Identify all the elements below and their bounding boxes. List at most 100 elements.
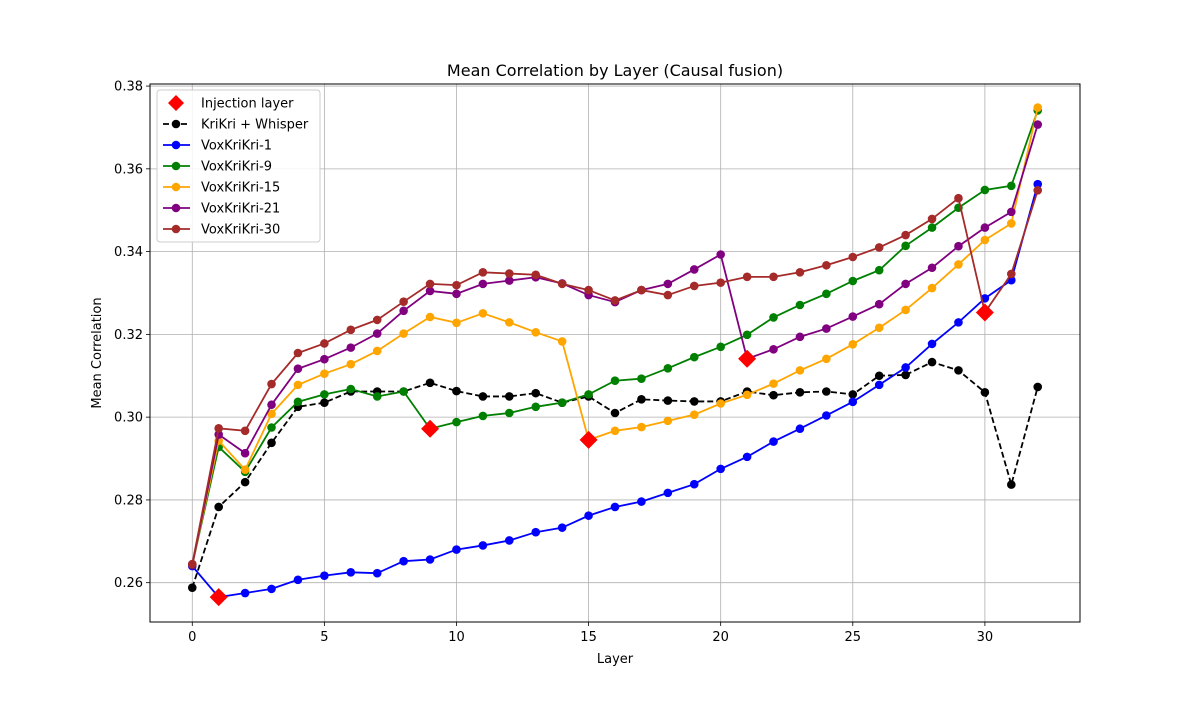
data-point-voxkrikri-1 <box>584 511 593 520</box>
data-point-voxkrikri-1 <box>742 452 752 462</box>
injection-markers <box>209 303 994 607</box>
data-point-voxkrikri-30 <box>505 269 514 278</box>
data-point-voxkrikri-30 <box>610 296 620 305</box>
data-point-voxkrikri-15 <box>610 426 620 436</box>
data-point-voxkrikri-1 <box>848 397 858 407</box>
data-point-voxkrikri-15 <box>1007 219 1016 228</box>
legend-label-injection-layer: Injection layer <box>201 97 294 112</box>
legend-marker-voxkrikri-30 <box>171 224 181 234</box>
data-point-voxkrikri-21 <box>874 299 884 309</box>
x-tick-label: 25 <box>845 630 862 645</box>
x-tick-label: 30 <box>977 630 994 645</box>
data-point-krikri-whisper <box>240 477 250 487</box>
data-point-voxkrikri-21 <box>769 344 778 354</box>
data-point-voxkrikri-1 <box>425 555 435 564</box>
data-point-voxkrikri-1 <box>346 568 356 577</box>
data-point-voxkrikri-9 <box>610 376 620 386</box>
data-point-voxkrikri-15 <box>505 318 514 327</box>
data-point-voxkrikri-15 <box>716 399 725 408</box>
data-point-voxkrikri-21 <box>848 312 858 321</box>
x-axis-label: Layer <box>597 652 634 667</box>
data-point-voxkrikri-21 <box>452 289 461 299</box>
data-point-voxkrikri-9 <box>293 397 303 407</box>
data-point-voxkrikri-9 <box>531 402 541 412</box>
injection-marker <box>975 303 994 322</box>
data-point-voxkrikri-15 <box>663 416 673 426</box>
data-point-voxkrikri-30 <box>478 268 488 277</box>
data-point-voxkrikri-30 <box>452 280 461 290</box>
legend-label-krikri-whisper: KriKri + Whisper <box>201 118 309 133</box>
plot-frame <box>149 83 1081 623</box>
data-point-voxkrikri-15 <box>927 283 937 293</box>
x-tick-label: 10 <box>448 630 465 645</box>
legend-label-voxkrikri-1: VoxKriKri-1 <box>201 139 272 154</box>
data-point-krikri-whisper <box>874 371 884 381</box>
data-point-voxkrikri-30 <box>848 252 858 262</box>
legend-label-voxkrikri-9: VoxKriKri-9 <box>201 160 272 175</box>
data-point-voxkrikri-15 <box>689 410 699 419</box>
data-point-voxkrikri-15 <box>293 380 303 390</box>
data-point-voxkrikri-15 <box>769 379 778 388</box>
data-point-voxkrikri-9 <box>1007 181 1016 191</box>
data-point-voxkrikri-9 <box>557 398 567 407</box>
data-point-krikri-whisper <box>267 438 276 448</box>
legend-marker-injection-layer <box>168 95 184 111</box>
legend-marker-voxkrikri-21 <box>171 203 181 213</box>
data-point-voxkrikri-15 <box>452 318 461 328</box>
data-point-voxkrikri-21 <box>478 279 488 289</box>
legend-box <box>156 89 321 243</box>
data-point-voxkrikri-9 <box>689 352 699 362</box>
data-point-voxkrikri-21 <box>1007 207 1016 217</box>
x-tick-label: 20 <box>712 630 729 645</box>
data-point-voxkrikri-9 <box>716 342 725 352</box>
y-tick-label: 0.30 <box>114 411 143 426</box>
data-point-voxkrikri-15 <box>240 465 250 475</box>
x-tick-label: 5 <box>320 630 328 645</box>
data-point-voxkrikri-1 <box>320 571 329 580</box>
data-point-voxkrikri-9 <box>584 390 593 399</box>
data-point-voxkrikri-15 <box>901 305 910 315</box>
data-point-voxkrikri-1 <box>769 437 778 446</box>
legend-marker-voxkrikri-9 <box>171 161 181 171</box>
data-point-voxkrikri-30 <box>293 348 303 358</box>
data-point-voxkrikri-1 <box>927 339 937 349</box>
data-point-voxkrikri-30 <box>267 379 276 389</box>
data-point-voxkrikri-1 <box>716 464 725 474</box>
data-point-voxkrikri-9 <box>927 223 937 232</box>
data-point-voxkrikri-1 <box>452 545 461 554</box>
chart-title: Mean Correlation by Layer (Causal fusion… <box>447 61 783 80</box>
data-point-krikri-whisper <box>848 390 858 399</box>
data-point-voxkrikri-30 <box>954 193 963 203</box>
data-point-voxkrikri-15 <box>848 340 858 349</box>
data-point-voxkrikri-30 <box>822 260 831 270</box>
data-point-voxkrikri-30 <box>187 559 197 569</box>
data-point-voxkrikri-1 <box>557 523 567 532</box>
data-point-voxkrikri-30 <box>769 272 778 282</box>
data-point-voxkrikri-21 <box>425 286 435 296</box>
data-point-voxkrikri-15 <box>874 323 884 333</box>
x-tick-label: 0 <box>188 630 196 645</box>
data-point-voxkrikri-1 <box>293 575 303 585</box>
data-point-krikri-whisper <box>795 388 805 397</box>
data-point-krikri-whisper <box>531 388 541 398</box>
data-point-krikri-whisper <box>769 390 778 400</box>
data-point-voxkrikri-21 <box>901 279 910 289</box>
data-point-voxkrikri-1 <box>1033 179 1043 189</box>
data-point-voxkrikri-15 <box>267 409 276 419</box>
data-point-voxkrikri-15 <box>742 390 752 400</box>
y-tick-label: 0.38 <box>114 80 143 95</box>
data-point-voxkrikri-30 <box>795 268 805 277</box>
data-point-krikri-whisper <box>663 396 673 405</box>
data-point-krikri-whisper <box>214 502 223 512</box>
data-point-voxkrikri-15 <box>954 260 963 269</box>
data-point-voxkrikri-9 <box>822 289 831 299</box>
data-point-voxkrikri-9 <box>372 392 382 401</box>
y-tick-label: 0.36 <box>114 162 143 177</box>
data-point-voxkrikri-9 <box>452 417 461 427</box>
data-point-voxkrikri-21 <box>399 306 408 316</box>
data-point-voxkrikri-1 <box>531 527 541 537</box>
data-point-voxkrikri-30 <box>637 285 646 295</box>
data-point-voxkrikri-9 <box>742 330 752 340</box>
data-point-voxkrikri-30 <box>901 230 910 240</box>
data-point-voxkrikri-21 <box>927 263 937 273</box>
